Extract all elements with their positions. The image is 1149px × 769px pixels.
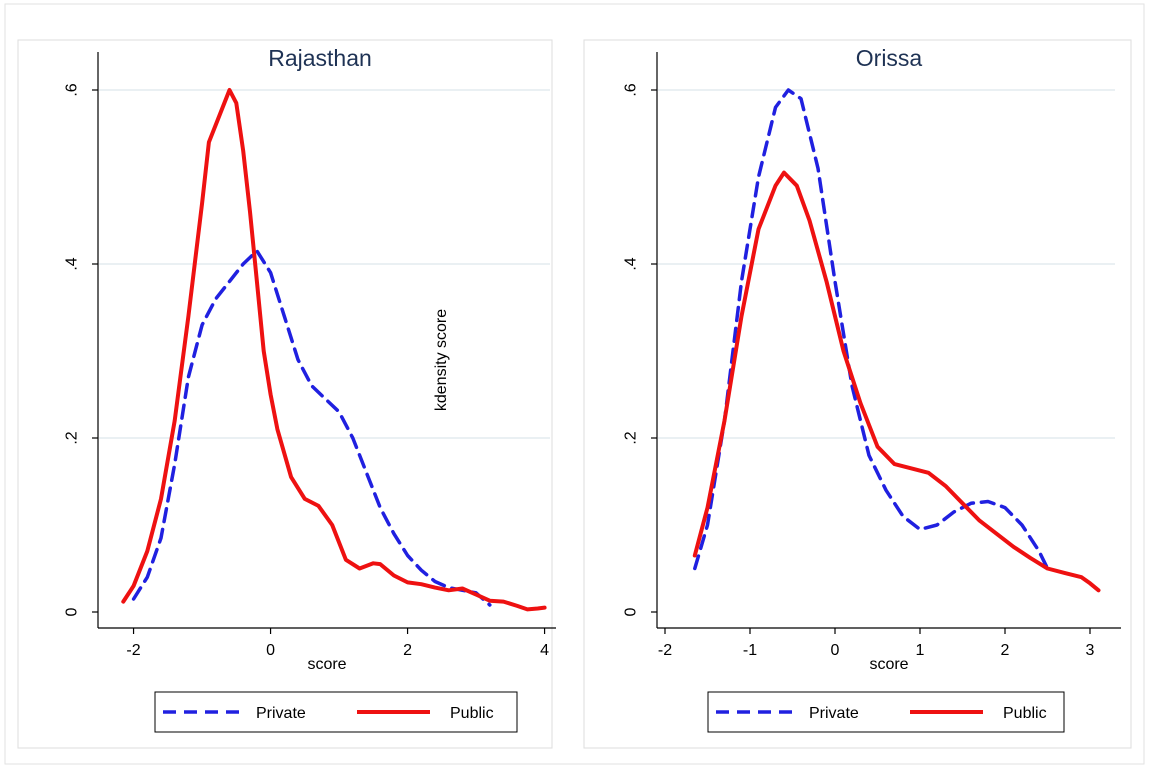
grid-lines xyxy=(99,89,550,439)
series-layer xyxy=(121,88,547,612)
y-tick-label: .4 xyxy=(64,257,81,270)
x-tick-label: 2 xyxy=(1001,642,1010,659)
legend-public-label: Public xyxy=(450,705,494,722)
series-line-public xyxy=(692,170,1101,593)
legend-private-label: Private xyxy=(256,705,306,722)
panel-title: Orissa xyxy=(856,45,923,71)
axes xyxy=(97,52,556,629)
ticks: 0 .2 .4 .6 -2 -1 0 1 2 3 xyxy=(623,83,1095,659)
axes xyxy=(656,52,1121,629)
legend: Private Public xyxy=(707,691,1065,733)
y-tick-label: .4 xyxy=(623,257,640,270)
series-layer xyxy=(692,88,1101,593)
panel-rajasthan: Rajasthan 0 .2 .4 .6 -2 0 2 4 score kdensity sc… xyxy=(17,39,556,749)
x-tick-label: 0 xyxy=(831,642,840,659)
legend-public-label: Public xyxy=(1003,705,1047,722)
series-line-private xyxy=(131,249,492,607)
y-tick-label: 0 xyxy=(64,607,81,616)
series-line-public xyxy=(121,88,547,612)
y-tick-label: 0 xyxy=(623,607,640,616)
grid-lines xyxy=(658,89,1115,439)
y-tick-label: .6 xyxy=(623,83,640,96)
kdensity-annotation: kdensity score xyxy=(433,309,450,411)
x-tick-label: 4 xyxy=(540,642,549,659)
ticks: 0 .2 .4 .6 -2 0 2 4 xyxy=(64,83,550,659)
y-tick-label: .2 xyxy=(623,431,640,444)
x-tick-label: 3 xyxy=(1086,642,1095,659)
x-axis-label: score xyxy=(869,656,908,673)
x-tick-label: -2 xyxy=(126,642,140,659)
panel-border xyxy=(17,39,553,749)
legend: Private Public xyxy=(154,691,518,733)
legend-private-label: Private xyxy=(809,705,859,722)
x-tick-label: -2 xyxy=(658,642,672,659)
x-tick-label: -1 xyxy=(743,642,757,659)
series-line-private xyxy=(693,88,1050,571)
y-tick-label: .6 xyxy=(64,83,81,96)
panel-orissa: Orissa 0 .2 .4 .6 -2 -1 0 1 2 3 score Private Pub… xyxy=(583,39,1132,749)
x-axis-label: score xyxy=(307,656,346,673)
x-tick-label: 1 xyxy=(916,642,925,659)
y-tick-label: .2 xyxy=(64,431,81,444)
x-tick-label: 2 xyxy=(403,642,412,659)
x-tick-label: 0 xyxy=(266,642,275,659)
panel-title: Rajasthan xyxy=(268,45,372,71)
